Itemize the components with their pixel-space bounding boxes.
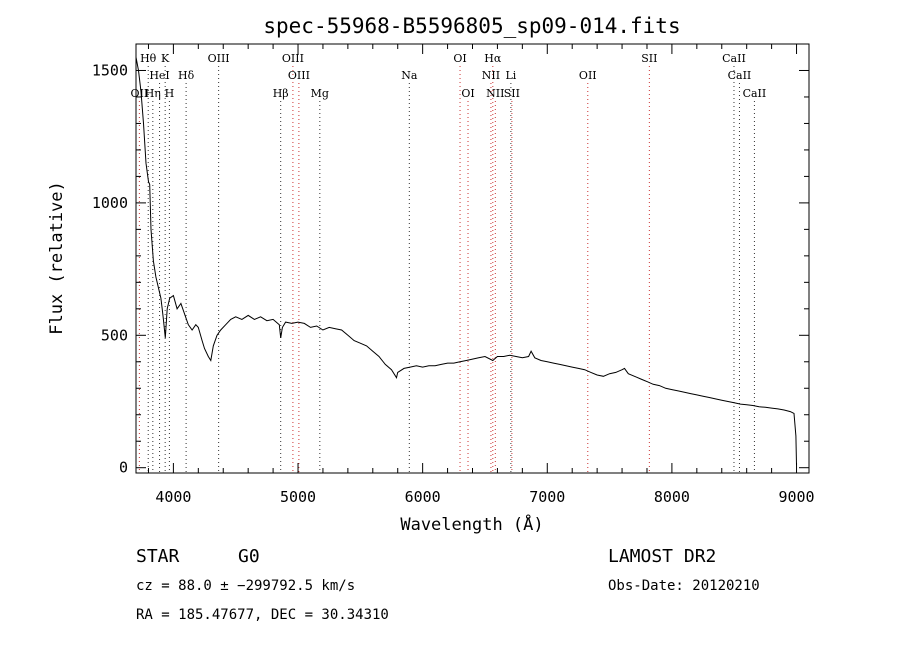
y-tick-label: 1000	[92, 194, 128, 212]
line-marker-label: Hδ	[178, 69, 195, 82]
line-marker-label: HeI	[149, 69, 169, 82]
line-marker-label: OII	[131, 87, 149, 100]
x-axis-label: Wavelength (Å)	[400, 513, 543, 535]
y-axis-ticks: 0 500 1000 1500	[92, 43, 809, 477]
y-tick-label: 1500	[92, 61, 128, 79]
y-tick-label: 0	[119, 459, 128, 477]
survey-name: LAMOST DR2	[608, 546, 716, 567]
line-marker-label: CaII	[722, 52, 746, 65]
line-marker-label: OIII	[208, 52, 230, 65]
line-marker-label: Hβ	[273, 87, 289, 100]
line-marker-label: SII	[504, 87, 520, 100]
redshift-readout: cz = 88.0 ± −299792.5 km/s	[136, 578, 355, 594]
object-class: STAR	[136, 546, 180, 567]
object-subclass: G0	[238, 546, 260, 567]
line-marker-label: NII	[486, 87, 504, 100]
line-marker-label: K	[161, 52, 170, 65]
x-tick-label: 4000	[155, 488, 191, 506]
x-tick-label: 7000	[529, 488, 565, 506]
line-marker-label: Li	[505, 69, 516, 82]
line-marker-label: OIII	[282, 52, 304, 65]
line-marker-label: Hη	[145, 87, 161, 100]
y-axis-label: Flux (relative)	[47, 181, 67, 335]
observation-date: Obs-Date: 20120210	[608, 578, 760, 594]
line-marker-label: OII	[579, 69, 597, 82]
line-marker-label: Hθ	[140, 52, 157, 65]
x-tick-label: 6000	[405, 488, 441, 506]
line-marker-label: H	[165, 87, 175, 100]
y-tick-label: 500	[101, 326, 128, 344]
x-axis-ticks: 4000 5000 6000 7000 8000 9000	[147, 44, 815, 506]
emission-line-markers	[138, 66, 755, 473]
line-marker-label: Na	[401, 69, 418, 82]
line-marker-label: NII	[482, 69, 500, 82]
line-marker-label: OIII	[288, 69, 310, 82]
plot-frame	[135, 43, 810, 474]
x-tick-label: 5000	[280, 488, 316, 506]
x-tick-label: 8000	[654, 488, 690, 506]
line-marker-label: OI	[461, 87, 474, 100]
coordinates-readout: RA = 185.47677, DEC = 30.34310	[136, 607, 389, 623]
x-tick-label: 9000	[778, 488, 814, 506]
chart-title: spec-55968-B5596805_sp09-014.fits	[263, 14, 680, 38]
line-marker-label: SII	[641, 52, 657, 65]
spectrum-line	[135, 57, 797, 466]
line-marker-label: OI	[453, 52, 466, 65]
line-marker-label: CaII	[743, 87, 767, 100]
line-marker-label: CaII	[728, 69, 752, 82]
line-marker-label: Hα	[484, 52, 502, 65]
line-marker-label: Mg	[311, 87, 329, 100]
